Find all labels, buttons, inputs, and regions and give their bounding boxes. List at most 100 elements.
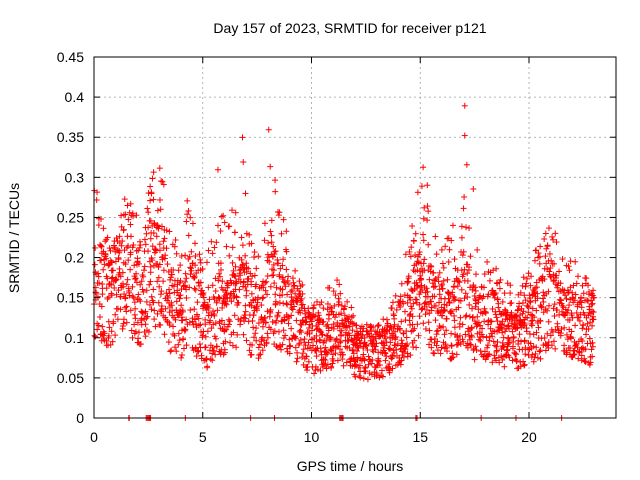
data-point [152,323,159,330]
data-point [158,303,165,310]
data-point [531,289,538,296]
data-point [423,306,430,313]
data-point [486,277,493,284]
data-point [588,346,595,353]
data-point [239,134,246,141]
data-point [382,350,389,357]
data-point [182,326,189,333]
data-point [337,290,344,297]
data-point [531,314,538,321]
data-point [99,291,106,298]
data-point [161,331,168,338]
data-point [267,283,274,290]
data-point [574,344,581,351]
data-point [255,344,262,351]
data-point [571,351,578,358]
data-point [363,343,370,350]
data-point [431,277,438,284]
data-point [438,304,445,311]
data-point [285,273,292,280]
data-point [293,317,300,324]
data-point [151,221,158,228]
data-point [234,331,241,338]
data-point [127,249,134,256]
data-point [542,253,549,260]
data-point [524,302,531,309]
y-axis-label: SRMTID / TECUs [6,183,22,293]
data-point [216,270,223,277]
data-point [131,262,138,269]
data-point [440,323,447,330]
data-point [549,233,556,240]
data-point [438,246,445,253]
data-point [524,314,531,321]
data-point [407,253,414,260]
data-point [398,280,405,287]
data-point [571,297,578,304]
data-point [231,312,238,319]
data-point [115,256,122,263]
data-point [95,270,102,277]
data-point [591,294,598,301]
data-point [540,298,547,305]
data-point [418,282,425,289]
data-point [123,303,130,310]
data-point [116,248,123,255]
data-point [134,319,141,326]
y-tick-label: 0.35 [57,129,84,145]
data-point [565,263,572,270]
data-point [531,354,538,361]
data-point [563,349,570,356]
data-point [471,284,478,291]
data-point [475,306,482,313]
data-point [334,357,341,364]
data-point [492,311,499,318]
data-point [363,321,370,328]
data-point [129,283,136,290]
data-point [171,243,178,250]
data-point [353,322,360,329]
data-point [365,353,372,360]
data-point [466,225,473,232]
data-point [98,242,105,249]
data-point [179,308,186,315]
data-point [393,346,400,353]
data-point [144,313,151,320]
data-point [117,273,124,280]
data-point [535,250,542,257]
data-point [536,348,543,355]
data-point [531,257,538,264]
data-point [579,325,586,332]
data-point [519,300,526,307]
data-point [317,367,324,374]
data-point [500,344,507,351]
data-point [133,279,140,286]
data-point [145,248,152,255]
data-point [495,300,502,307]
data-point [360,345,367,352]
data-point [217,228,224,235]
data-point [383,353,390,360]
data-point [521,362,528,369]
data-point [279,276,286,283]
data-point [397,304,404,311]
data-point [289,306,296,313]
data-point [211,244,218,251]
data-point [521,292,528,299]
data-point [375,358,382,365]
data-point [533,284,540,291]
data-point [236,286,243,293]
data-point [173,348,180,355]
data-point [176,337,183,344]
data-point [256,341,263,348]
data-point [260,284,267,291]
data-point [382,335,389,342]
data-point [143,298,150,305]
data-point [563,295,570,302]
data-point [183,294,190,301]
data-point [278,346,285,353]
data-point [118,242,125,249]
data-point [209,357,216,364]
data-point [579,338,586,345]
data-point [142,321,149,328]
